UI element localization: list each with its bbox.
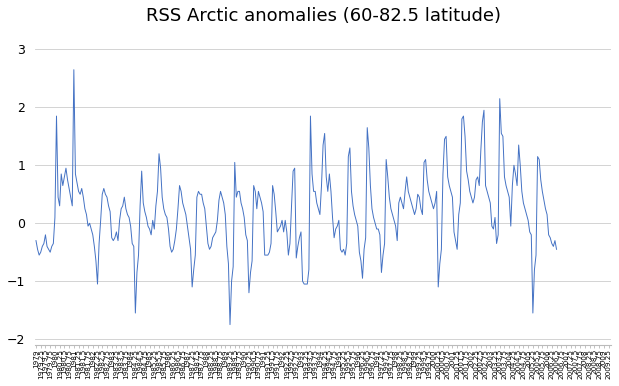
Title: RSS Arctic anomalies (60-82.5 latitude): RSS Arctic anomalies (60-82.5 latitude) [145, 7, 501, 25]
